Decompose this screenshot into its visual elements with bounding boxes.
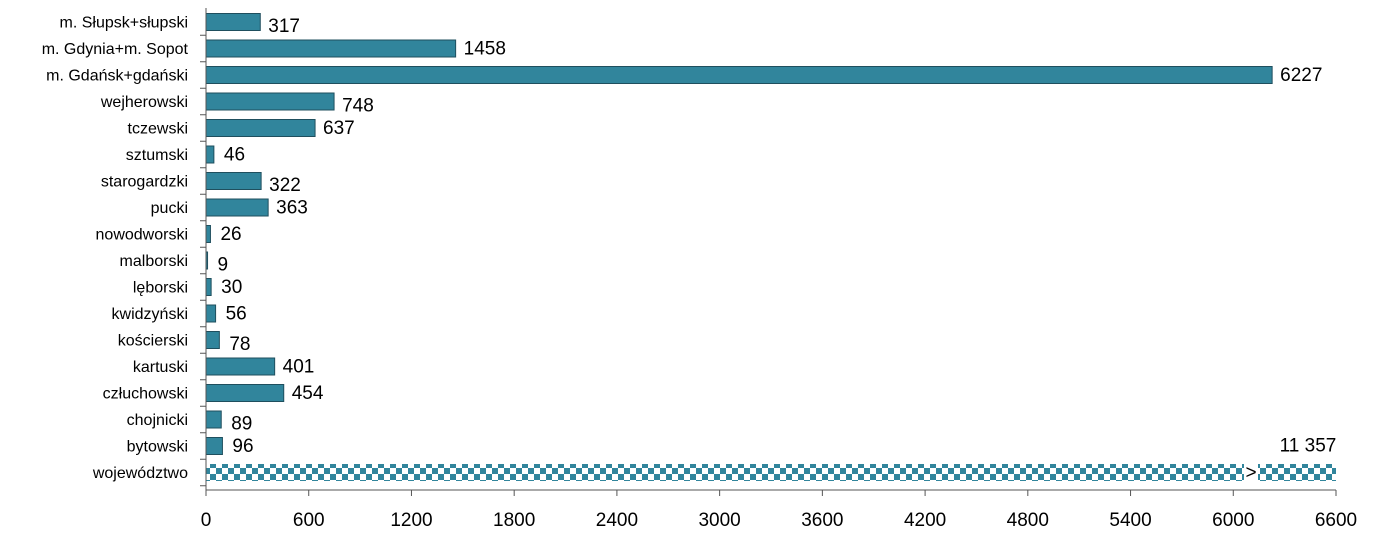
- bars-layer: [205, 13, 1336, 482]
- x-tick-label: 6600: [1315, 510, 1357, 531]
- labels-layer: m. Słupsk+słupski 317 m. Gdynia+m. Sopot 14…: [42, 15, 1337, 484]
- x-tick-label: 2400: [596, 510, 638, 531]
- category-label: lęborski: [133, 280, 188, 297]
- bar: [205, 357, 276, 376]
- x-tick-label: 3600: [801, 510, 843, 531]
- x-tick-label: 1200: [390, 510, 432, 531]
- bar: [205, 66, 1273, 84]
- value-label: 56: [226, 304, 247, 325]
- x-tick-label: 0: [201, 510, 212, 531]
- category-label: człuchowski: [103, 386, 188, 403]
- category-label: chojnicki: [127, 412, 188, 429]
- value-label: 454: [292, 383, 324, 404]
- value-label: 46: [224, 145, 245, 166]
- bar: [205, 304, 217, 323]
- axis-break-box: [1244, 463, 1258, 482]
- category-label: pucki: [151, 200, 188, 217]
- value-label: 748: [342, 96, 374, 117]
- bar: [205, 331, 220, 349]
- bar: [205, 198, 269, 217]
- bar: [205, 278, 212, 296]
- value-label: 78: [229, 334, 250, 355]
- x-axis: 0 600 1200 1800 2400 3000 3600 4200 4800 5400 6000…: [200, 8, 1357, 531]
- category-label: m. Słupsk+słupski: [60, 15, 189, 32]
- category-label: nowodworski: [96, 227, 188, 244]
- x-tick-label: 3000: [698, 510, 740, 531]
- value-label: 322: [269, 175, 301, 196]
- category-label: starogardzki: [101, 174, 188, 191]
- bar: [205, 384, 285, 402]
- bar: [205, 410, 222, 429]
- bar: [205, 119, 316, 137]
- category-label: m. Gdynia+m. Sopot: [42, 41, 189, 58]
- value-label: 363: [276, 198, 308, 219]
- value-label: 30: [221, 277, 242, 298]
- category-label: tczewski: [128, 121, 188, 138]
- bar: [205, 172, 262, 190]
- value-label: 637: [323, 118, 355, 139]
- value-label: 96: [232, 436, 253, 457]
- value-label: 26: [220, 224, 241, 245]
- value-label: 9: [218, 255, 229, 276]
- value-label: 89: [231, 414, 252, 435]
- value-label: 6227: [1280, 65, 1322, 86]
- bar: [205, 145, 215, 164]
- value-label: 317: [268, 16, 300, 37]
- category-label: sztumski: [126, 147, 188, 164]
- category-label: województwo: [92, 465, 188, 482]
- x-tick-label: 5400: [1109, 510, 1151, 531]
- category-label: malborski: [120, 253, 188, 270]
- value-label: 401: [283, 357, 315, 378]
- bar: [205, 39, 457, 58]
- bar-total: [206, 464, 1336, 481]
- x-tick-label: 6000: [1212, 510, 1254, 531]
- x-tick-label: 4200: [904, 510, 946, 531]
- category-label: kwidzyński: [112, 306, 188, 323]
- category-label: wejherowski: [100, 94, 188, 111]
- x-tick-label: 600: [293, 510, 325, 531]
- category-label: m. Gdańsk+gdański: [46, 68, 188, 85]
- category-label: bytowski: [127, 439, 188, 456]
- category-label: kościerski: [118, 333, 188, 350]
- bar: [205, 13, 261, 31]
- axis-break-marker: >: [1245, 463, 1256, 484]
- value-label: 1458: [464, 39, 506, 60]
- category-label: kartuski: [133, 359, 188, 376]
- bar: [205, 225, 211, 243]
- x-tick-label: 4800: [1007, 510, 1049, 531]
- x-tick-label: 1800: [493, 510, 535, 531]
- bar: [205, 92, 335, 111]
- bar: [205, 437, 223, 455]
- value-label: 11 357: [1280, 436, 1337, 457]
